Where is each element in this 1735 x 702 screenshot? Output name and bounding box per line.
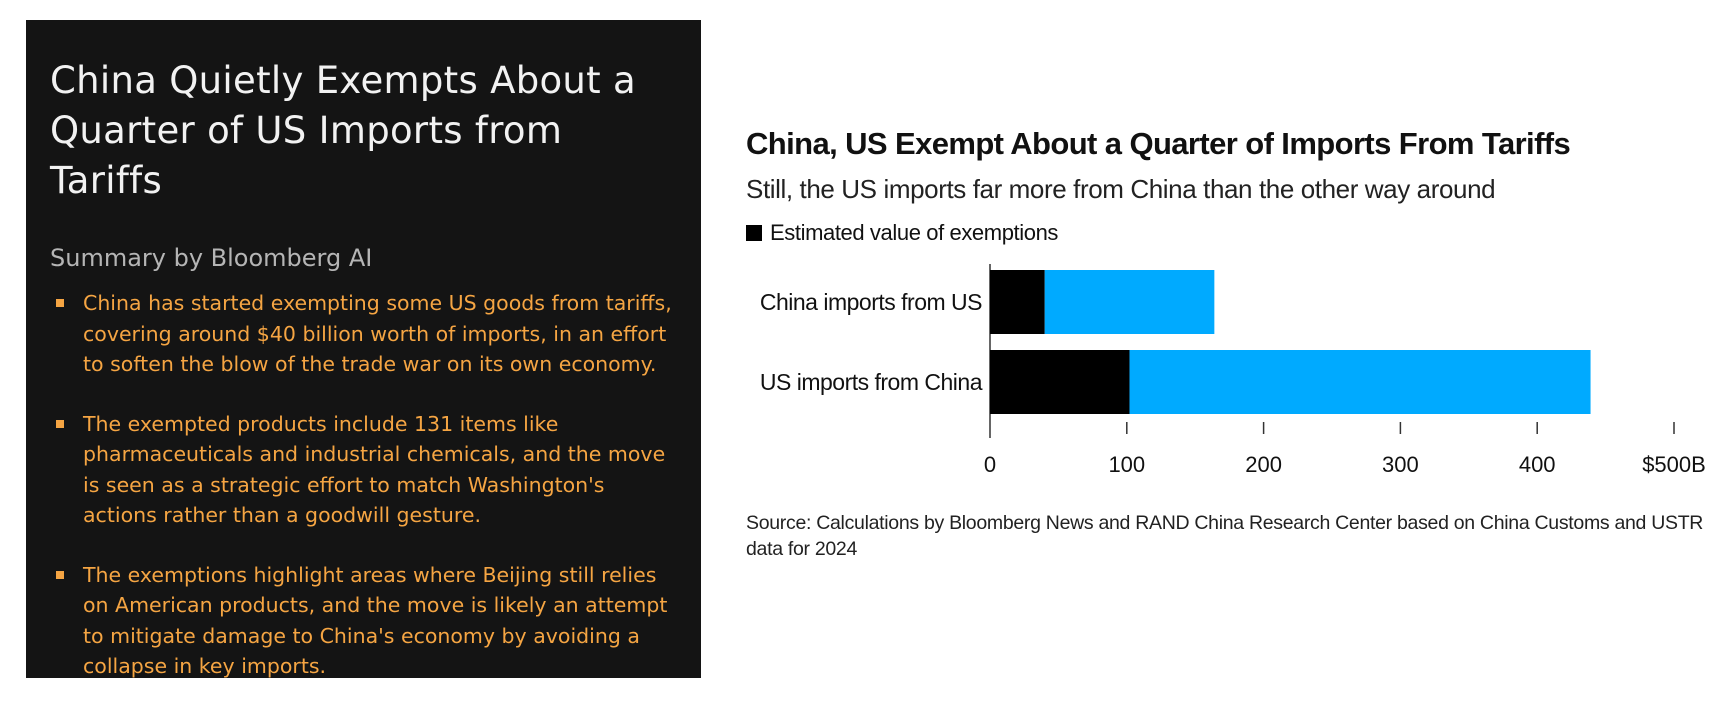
- summary-bullet-text: The exemptions highlight areas where Bei…: [83, 562, 668, 679]
- bar-remaining-imports: [1129, 350, 1591, 414]
- bullet-square-icon: [56, 419, 64, 428]
- summary-title: China Quietly Exempts About a Quarter of…: [50, 59, 637, 202]
- legend-label-exemptions: Estimated value of exemptions: [770, 220, 1058, 245]
- legend-swatch-exemptions: [746, 225, 762, 241]
- category-label: China imports from US: [760, 289, 982, 315]
- chart-subtitle: Still, the US imports far more from Chin…: [746, 174, 1496, 204]
- chart-source: Source: Calculations by Bloomberg News a…: [746, 512, 1704, 560]
- summary-bullet: China has started exempting some US good…: [50, 288, 675, 380]
- summary-bullet-text: The exempted products include 131 items …: [83, 411, 666, 528]
- summary-bullet: The exempted products include 131 items …: [50, 409, 675, 531]
- summary-bullet-text: China has started exempting some US good…: [83, 291, 672, 376]
- bar-remaining-imports: [1044, 270, 1215, 334]
- x-tick-label: 100: [1108, 452, 1145, 477]
- x-tick-label: 300: [1382, 452, 1419, 477]
- bar-exemptions: [990, 350, 1130, 414]
- x-tick-label: 200: [1245, 452, 1282, 477]
- x-tick-label: $500B: [1642, 452, 1706, 477]
- summary-panel: China Quietly Exempts About a Quarter of…: [26, 20, 701, 678]
- bullet-square-icon: [56, 299, 64, 307]
- x-tick-label: 400: [1519, 452, 1556, 477]
- bullet-square-icon: [56, 570, 64, 579]
- bar-exemptions: [990, 270, 1045, 334]
- chart-title: China, US Exempt About a Quarter of Impo…: [746, 126, 1571, 161]
- bar-chart-svg: China imports from US US imports from Chi…: [760, 264, 1706, 477]
- summary-subtitle: Summary by Bloomberg AI: [50, 244, 373, 272]
- chart: China, US Exempt About a Quarter of Impo…: [740, 100, 1730, 600]
- chart-legend: Estimated value of exemptions: [746, 220, 1058, 246]
- category-label: US imports from China: [760, 369, 983, 395]
- summary-bullet-list: China has started exempting some US good…: [50, 288, 675, 682]
- x-tick-label: 0: [984, 452, 996, 477]
- summary-bullet: The exemptions highlight areas where Bei…: [50, 560, 675, 682]
